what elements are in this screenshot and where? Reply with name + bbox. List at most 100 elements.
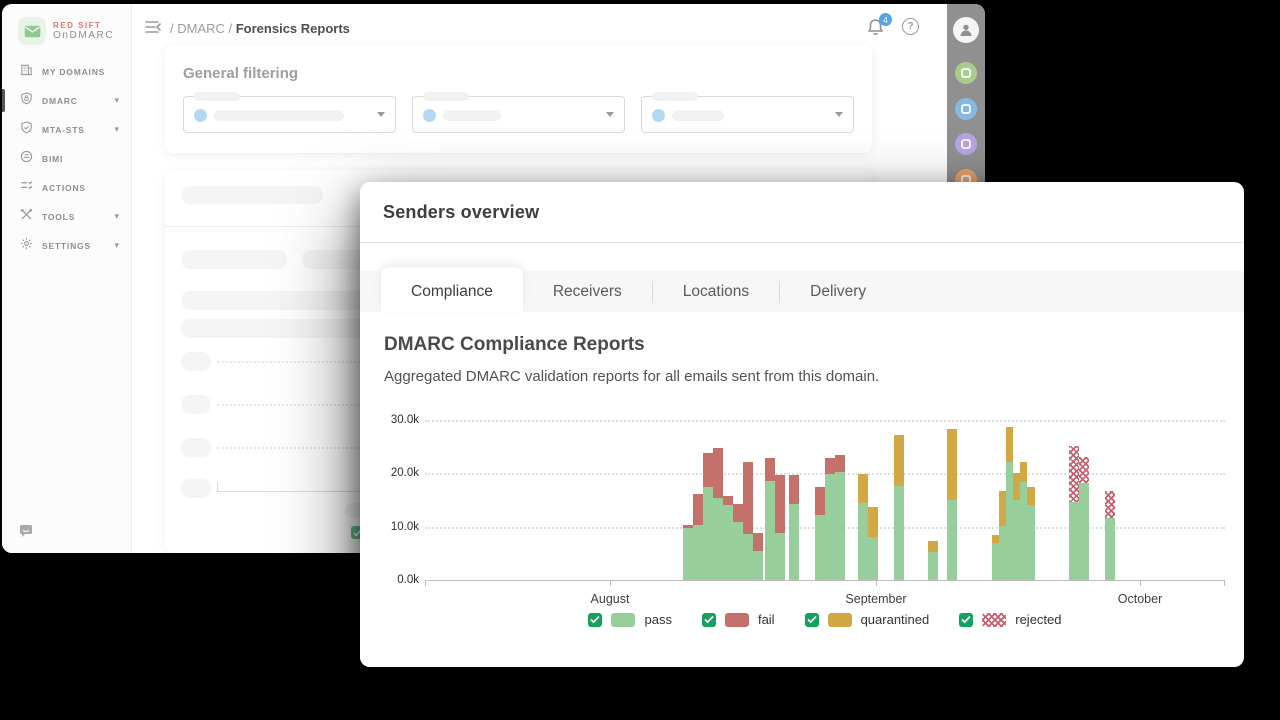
chart-legend: pass fail quarantined rejected — [425, 612, 1225, 627]
filter-select-1[interactable] — [183, 90, 396, 133]
chart-bar — [992, 535, 999, 580]
chart-bar — [894, 434, 904, 580]
notification-badge: 4 — [879, 13, 892, 26]
ylabel-skeleton — [181, 438, 211, 457]
filter-card-title: General filtering — [183, 65, 299, 82]
sidebar-item-mta-sts[interactable]: MTA-STS ▾ — [2, 115, 131, 144]
tab-skeleton — [181, 250, 287, 269]
compliance-chart: 0.0k 10.0k 20.0k 30.0k August September Octobe… — [391, 414, 1225, 606]
chart-bar — [1013, 473, 1020, 580]
sidebar-item-label: ACTIONS — [42, 182, 86, 193]
legend-label: quarantined — [860, 612, 930, 627]
sidebar-item-my-domains[interactable]: MY DOMAINS — [2, 57, 131, 86]
filter-select-2[interactable] — [412, 90, 625, 133]
product-blue-icon[interactable] — [955, 97, 977, 120]
tools-icon — [20, 208, 33, 226]
bar-segment-fail — [815, 486, 825, 515]
topbar: / DMARC / Forensics Reports 4 ? — [132, 4, 947, 50]
bar-segment-pass — [683, 527, 693, 580]
user-avatar-icon[interactable] — [953, 17, 979, 43]
redsift-logo-icon — [18, 17, 46, 45]
legend-swatch-fail — [724, 612, 749, 627]
chart-bar — [733, 504, 743, 580]
bar-segment-pass — [1027, 504, 1035, 580]
chart-bar — [1006, 427, 1013, 580]
bar-segment-pass — [703, 486, 713, 580]
x-axis-line — [425, 580, 1225, 581]
sidebar-item-label: TOOLS — [42, 211, 76, 222]
chart-bar — [835, 455, 845, 580]
x-axis-tick — [876, 581, 877, 586]
ylabel-skeleton — [181, 479, 211, 498]
chevron-down-icon — [377, 112, 385, 117]
chart-bar — [683, 525, 693, 580]
x-axis-tick — [610, 581, 611, 586]
tab-separator — [651, 280, 653, 303]
bar-segment-pass — [947, 500, 957, 580]
bar-segment-fail — [703, 452, 713, 487]
bar-segment-pass — [858, 503, 868, 580]
bar-segment-pass — [835, 472, 845, 580]
bar-segment-fail — [775, 474, 785, 533]
chart-bar — [868, 507, 878, 580]
legend-checkbox-quarantined[interactable] — [804, 612, 819, 627]
bar-segment-fail — [743, 461, 753, 535]
logo-product: OnDMARC — [53, 29, 115, 41]
y-axis-tick-label: 10.0k — [390, 520, 419, 533]
bar-segment-pass — [753, 550, 763, 580]
checklist-icon — [20, 179, 33, 197]
chart-bar — [1020, 461, 1027, 580]
legend-checkbox-fail[interactable] — [701, 612, 716, 627]
bar-segment-pass — [723, 504, 733, 580]
chevron-down-icon — [606, 112, 614, 117]
chart-bar — [703, 452, 713, 580]
chart-bar — [1105, 491, 1115, 580]
title-skeleton — [181, 186, 323, 204]
chart-bar — [765, 458, 775, 580]
legend-checkbox-rejected[interactable] — [959, 612, 974, 627]
help-icon[interactable]: ? — [902, 18, 919, 35]
sidebar-collapse-icon[interactable] — [145, 20, 163, 34]
sidebar-item-bimi[interactable]: BIMI — [2, 144, 131, 173]
bar-segment-pass — [815, 514, 825, 580]
legend-item-rejected: rejected — [959, 612, 1062, 627]
filter-select-3[interactable] — [641, 90, 854, 133]
sidebar-item-label: MY DOMAINS — [42, 66, 106, 77]
legend-checkbox-pass[interactable] — [588, 612, 603, 627]
sidebar-item-settings[interactable]: SETTINGS ▾ — [2, 231, 131, 260]
x-axis-month-label: August — [590, 592, 630, 606]
chart-bar — [1069, 446, 1079, 580]
bar-segment-fail — [753, 532, 763, 551]
sidebar-item-tools[interactable]: TOOLS ▾ — [2, 202, 131, 231]
chevron-down-icon: ▾ — [114, 240, 119, 250]
tab-locations[interactable]: Locations — [682, 282, 750, 300]
product-purple-icon[interactable] — [955, 133, 977, 155]
bar-segment-quarantined — [858, 474, 868, 504]
tab-receivers[interactable]: Receivers — [552, 282, 622, 300]
sidebar-item-label: MTA-STS — [42, 124, 85, 135]
chat-icon[interactable] — [19, 524, 33, 537]
chart-bar — [825, 457, 835, 580]
modal-content: DMARC Compliance Reports Aggregated DMAR… — [360, 312, 1244, 667]
breadcrumb-prefix[interactable]: / DMARC / — [170, 21, 236, 36]
product-green-icon[interactable] — [955, 62, 977, 84]
bar-segment-pass — [928, 552, 938, 580]
legend-swatch-rejected — [982, 612, 1007, 627]
breadcrumb: / DMARC / Forensics Reports — [170, 21, 350, 36]
bar-segment-quarantined — [1006, 427, 1013, 462]
divider — [360, 242, 1244, 243]
bar-segment-quarantined — [894, 434, 904, 487]
sidebar-item-actions[interactable]: ACTIONS — [2, 173, 131, 202]
bar-segment-pass — [1006, 461, 1013, 580]
chart-bar — [1027, 486, 1035, 580]
tab-compliance[interactable]: Compliance — [381, 267, 523, 312]
chart-bar — [713, 447, 723, 580]
chart-bar — [789, 474, 799, 580]
bar-segment-fail — [825, 457, 835, 475]
notifications-bell-icon[interactable]: 4 — [867, 13, 892, 38]
tab-delivery[interactable]: Delivery — [810, 282, 867, 300]
floating-label-skeleton — [194, 90, 240, 103]
app-logo[interactable]: RED SIFT OnDMARC — [18, 17, 114, 45]
avatar-skeleton — [194, 109, 207, 122]
sidebar-item-dmarc[interactable]: DMARC ▾ — [2, 86, 131, 115]
